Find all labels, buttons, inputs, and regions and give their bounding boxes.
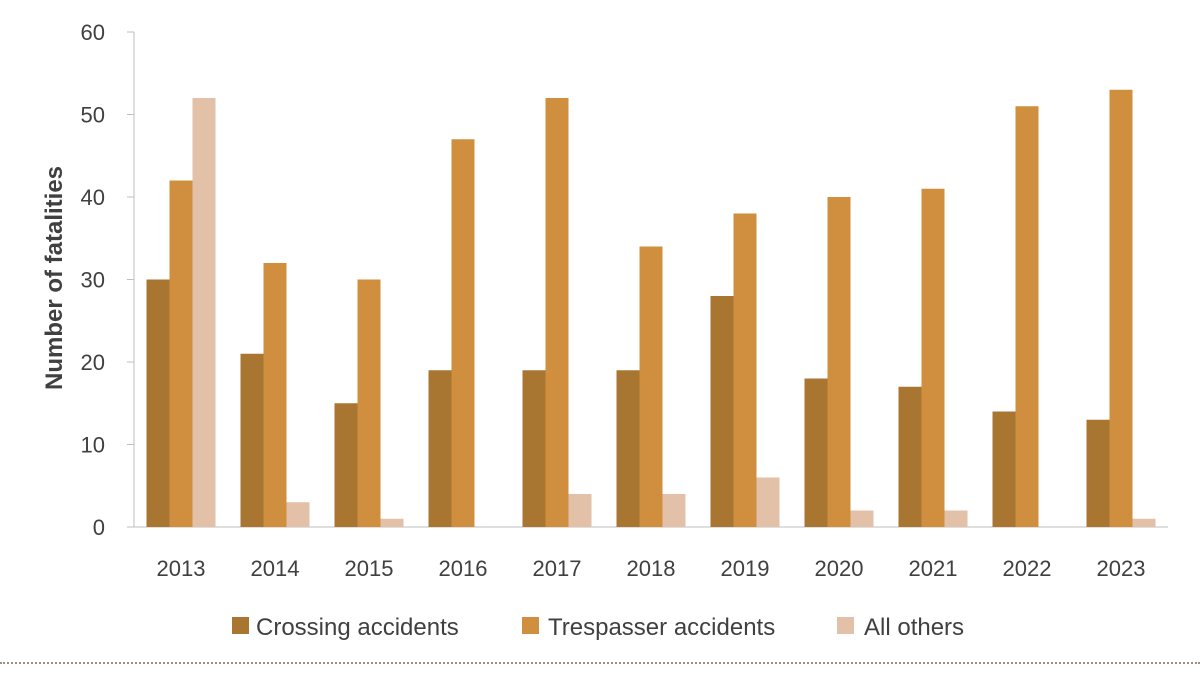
bar-crossing-accidents-2016 — [428, 370, 452, 527]
bar-trespasser-accidents-2022 — [1015, 106, 1039, 527]
x-tick-label: 2014 — [251, 556, 300, 581]
bar-trespasser-accidents-2018 — [639, 246, 663, 527]
x-tick-label: 2020 — [815, 556, 864, 581]
bar-trespasser-accidents-2014 — [263, 263, 287, 527]
bar-all-others-2020 — [850, 510, 874, 527]
bottom-divider — [0, 662, 1200, 664]
legend-label-all-others: All others — [864, 614, 964, 641]
bar-crossing-accidents-2022 — [992, 411, 1016, 527]
bar-trespasser-accidents-2023 — [1109, 89, 1133, 527]
bar-all-others-2015 — [380, 518, 404, 527]
bar-trespasser-accidents-2017 — [545, 98, 569, 527]
bar-all-others-2019 — [756, 477, 780, 527]
bar-crossing-accidents-2017 — [522, 370, 546, 527]
bar-crossing-accidents-2023 — [1086, 419, 1110, 527]
y-tick-label: 50 — [81, 103, 105, 128]
x-tick-label: 2013 — [157, 556, 206, 581]
bar-trespasser-accidents-2020 — [827, 197, 851, 527]
bar-trespasser-accidents-2021 — [921, 188, 945, 527]
legend-swatch-trespasser-accidents — [522, 617, 539, 634]
y-tick-label: 10 — [81, 433, 105, 458]
bar-crossing-accidents-2019 — [710, 296, 734, 527]
bar-trespasser-accidents-2016 — [451, 139, 475, 527]
bar-all-others-2018 — [662, 494, 686, 527]
bar-all-others-2023 — [1132, 518, 1156, 527]
bar-all-others-2014 — [286, 502, 310, 527]
bar-crossing-accidents-2013 — [146, 279, 170, 527]
legend-swatch-crossing-accidents — [232, 617, 249, 634]
bar-trespasser-accidents-2013 — [169, 180, 193, 527]
legend-swatch-all-others — [837, 617, 854, 634]
x-tick-label: 2018 — [627, 556, 676, 581]
legend-label-crossing-accidents: Crossing accidents — [256, 614, 459, 641]
x-tick-label: 2015 — [345, 556, 394, 581]
y-tick-label: 20 — [81, 350, 105, 375]
x-tick-label: 2019 — [721, 556, 770, 581]
x-tick-label: 2016 — [439, 556, 488, 581]
y-axis-title: Number of fatalities — [41, 166, 68, 390]
bar-trespasser-accidents-2019 — [733, 213, 757, 527]
bar-crossing-accidents-2018 — [616, 370, 640, 527]
bar-crossing-accidents-2015 — [334, 403, 358, 527]
y-tick-label: 30 — [81, 268, 105, 293]
y-tick-label: 40 — [81, 185, 105, 210]
x-tick-label: 2022 — [1003, 556, 1052, 581]
bar-all-others-2017 — [568, 494, 592, 527]
x-tick-label: 2021 — [909, 556, 958, 581]
x-axis: 2013 2014 2015 2016 2017 2018 2019 2020 2021 2022… — [134, 526, 1168, 581]
x-tick-label: 2017 — [533, 556, 582, 581]
legend: Crossing accidents Trespasser accidents Al… — [232, 614, 964, 641]
y-tick-label: 60 — [81, 20, 105, 45]
bar-all-others-2021 — [944, 510, 968, 527]
bar-all-others-2013 — [192, 98, 216, 527]
bar-trespasser-accidents-2015 — [357, 279, 381, 527]
bars-group — [146, 89, 1156, 527]
legend-label-trespasser-accidents: Trespasser accidents — [548, 614, 775, 641]
x-tick-label: 2023 — [1097, 556, 1146, 581]
bar-crossing-accidents-2021 — [898, 386, 922, 527]
y-tick-label: 0 — [93, 515, 105, 540]
bar-crossing-accidents-2014 — [240, 353, 264, 527]
bar-crossing-accidents-2020 — [804, 378, 828, 527]
y-axis: 0 10 20 30 40 50 60 — [81, 20, 135, 540]
